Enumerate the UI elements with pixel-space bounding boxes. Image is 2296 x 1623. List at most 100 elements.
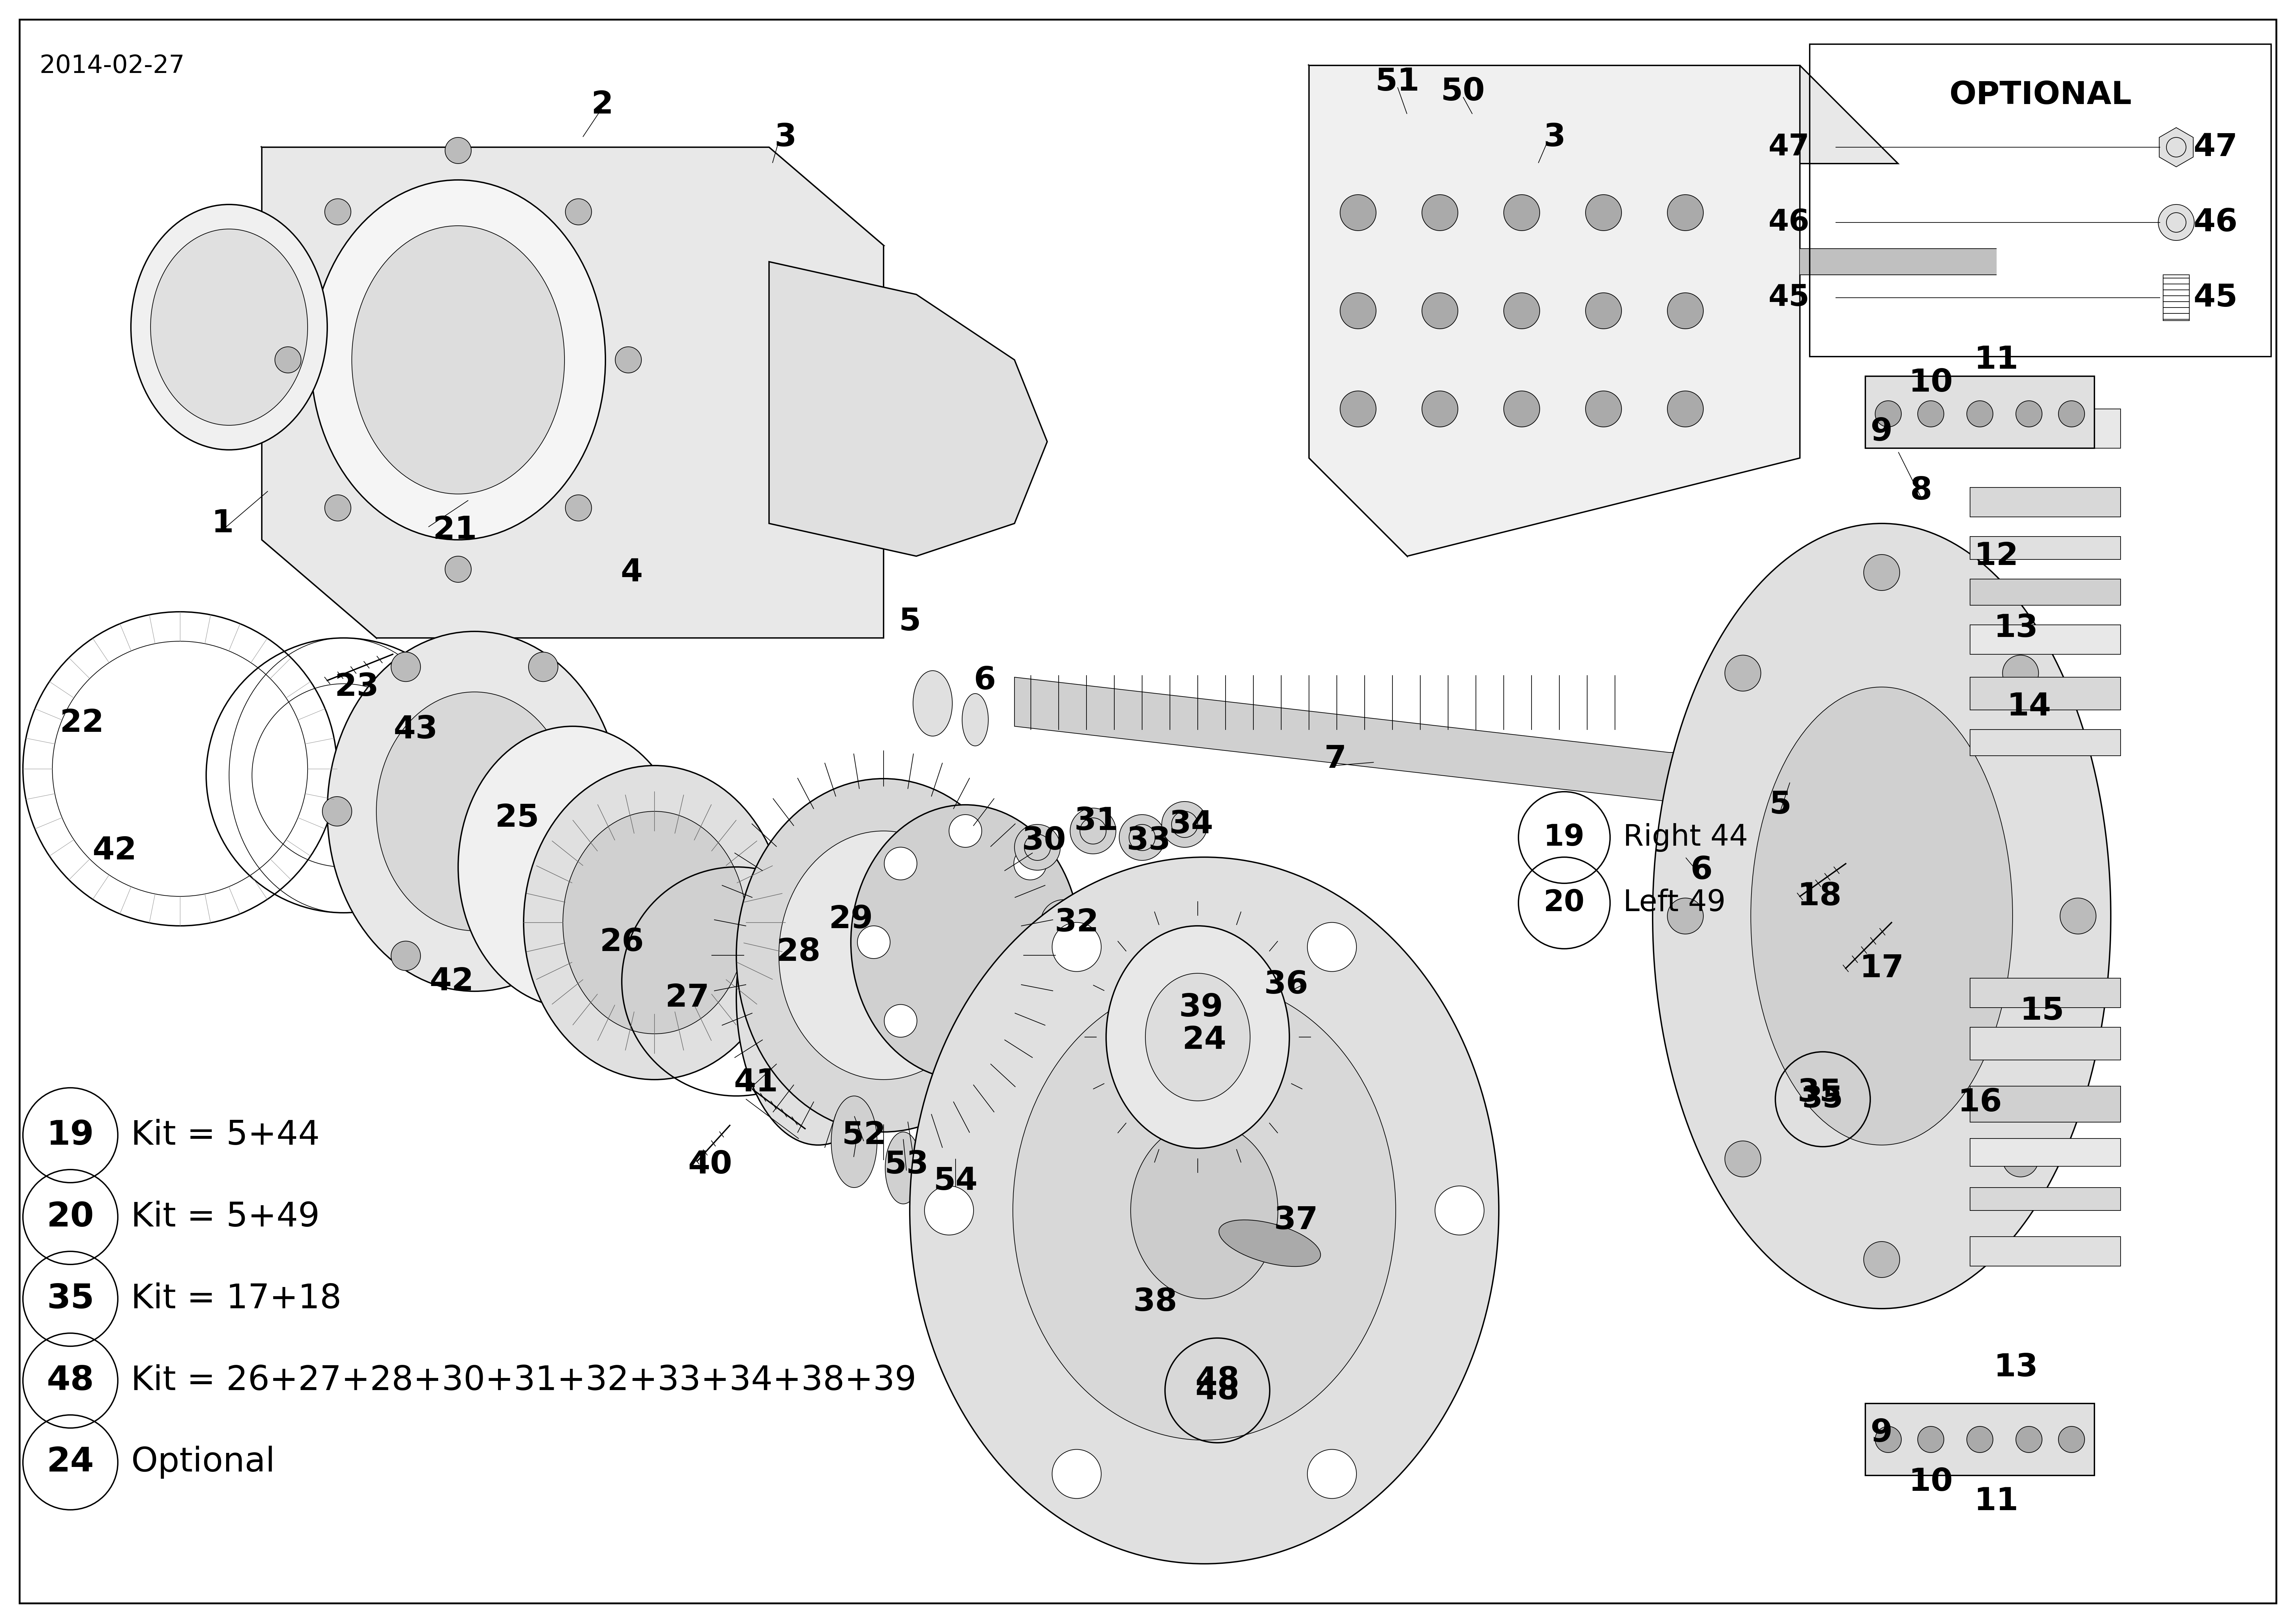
Text: 46: 46 xyxy=(2193,208,2239,237)
Text: 38: 38 xyxy=(1134,1287,1178,1318)
Bar xyxy=(1970,487,2122,516)
Text: 20: 20 xyxy=(46,1201,94,1233)
Ellipse shape xyxy=(852,805,1079,1079)
Text: 42: 42 xyxy=(429,966,473,997)
Text: 19: 19 xyxy=(46,1118,94,1152)
Polygon shape xyxy=(262,148,884,245)
Circle shape xyxy=(1341,391,1375,427)
Circle shape xyxy=(1015,1005,1047,1037)
Ellipse shape xyxy=(523,766,785,1079)
Text: 42: 42 xyxy=(92,836,138,865)
Bar xyxy=(1970,677,2122,709)
Text: Kit = 5+49: Kit = 5+49 xyxy=(131,1201,319,1233)
Polygon shape xyxy=(262,148,884,638)
Ellipse shape xyxy=(131,204,328,450)
Circle shape xyxy=(1504,195,1541,230)
Text: 39: 39 xyxy=(1178,992,1224,1022)
Text: 24: 24 xyxy=(1182,1026,1226,1055)
Circle shape xyxy=(1118,815,1164,860)
Circle shape xyxy=(925,1186,974,1235)
Ellipse shape xyxy=(737,850,900,1146)
Text: 14: 14 xyxy=(2007,691,2050,722)
Text: 11: 11 xyxy=(1975,344,2018,375)
Circle shape xyxy=(2158,204,2195,240)
Text: 45: 45 xyxy=(2193,282,2239,313)
Text: 7: 7 xyxy=(1325,743,1345,774)
Text: 36: 36 xyxy=(1265,969,1309,1000)
Circle shape xyxy=(2060,1427,2085,1453)
Text: 19: 19 xyxy=(1543,823,1584,852)
Circle shape xyxy=(884,1005,916,1037)
Text: 50: 50 xyxy=(1440,76,1486,107)
Circle shape xyxy=(565,198,592,226)
Circle shape xyxy=(1724,656,1761,691)
Circle shape xyxy=(445,138,471,164)
Text: 46: 46 xyxy=(1768,208,1809,237)
Text: 2014-02-27: 2014-02-27 xyxy=(39,54,184,78)
Text: 40: 40 xyxy=(689,1149,732,1180)
Text: 3: 3 xyxy=(1543,122,1566,153)
Ellipse shape xyxy=(1107,925,1290,1149)
Text: 15: 15 xyxy=(2020,995,2064,1026)
Circle shape xyxy=(948,1037,983,1070)
Text: 45: 45 xyxy=(1768,284,1809,312)
Text: 10: 10 xyxy=(1908,367,1954,398)
Text: 25: 25 xyxy=(496,803,540,833)
Circle shape xyxy=(276,347,301,373)
Circle shape xyxy=(1015,824,1061,870)
Circle shape xyxy=(1968,401,1993,427)
Text: Kit = 17+18: Kit = 17+18 xyxy=(131,1282,342,1315)
Circle shape xyxy=(1876,401,1901,427)
Text: 24: 24 xyxy=(46,1446,94,1479)
Text: 47: 47 xyxy=(2193,131,2239,162)
Circle shape xyxy=(565,495,592,521)
Text: 23: 23 xyxy=(335,672,379,703)
Ellipse shape xyxy=(152,229,308,425)
Ellipse shape xyxy=(1130,1121,1279,1298)
Text: 48: 48 xyxy=(46,1363,94,1397)
Circle shape xyxy=(528,652,558,682)
Ellipse shape xyxy=(1146,974,1249,1100)
Circle shape xyxy=(324,495,351,521)
Text: Kit = 5+44: Kit = 5+44 xyxy=(131,1118,319,1152)
Bar xyxy=(1809,44,2271,357)
Text: 17: 17 xyxy=(1860,953,1903,984)
Text: 4: 4 xyxy=(620,557,643,588)
Text: 31: 31 xyxy=(1075,807,1118,836)
Circle shape xyxy=(1587,195,1621,230)
Circle shape xyxy=(1504,292,1541,329)
Ellipse shape xyxy=(737,779,1031,1131)
Text: 9: 9 xyxy=(1871,1419,1892,1448)
Circle shape xyxy=(445,557,471,583)
Text: 37: 37 xyxy=(1274,1204,1318,1235)
Circle shape xyxy=(1876,1427,1901,1453)
Text: 9: 9 xyxy=(1871,417,1892,446)
Bar xyxy=(1970,625,2122,654)
Text: 48: 48 xyxy=(1196,1375,1240,1406)
Ellipse shape xyxy=(459,725,687,1008)
Bar xyxy=(1970,979,2122,1008)
Ellipse shape xyxy=(310,180,606,540)
Text: 22: 22 xyxy=(60,708,103,738)
Polygon shape xyxy=(1015,677,1800,802)
Circle shape xyxy=(1421,391,1458,427)
Text: 30: 30 xyxy=(1022,826,1065,855)
Text: 2: 2 xyxy=(590,89,613,120)
Circle shape xyxy=(597,797,627,826)
Text: OPTIONAL: OPTIONAL xyxy=(1949,80,2131,110)
Ellipse shape xyxy=(377,691,572,930)
Bar xyxy=(1970,1027,2122,1060)
Ellipse shape xyxy=(909,857,1499,1565)
Circle shape xyxy=(1306,922,1357,972)
Ellipse shape xyxy=(914,670,953,737)
Text: 47: 47 xyxy=(1768,133,1809,162)
Circle shape xyxy=(1587,391,1621,427)
Circle shape xyxy=(615,347,641,373)
Circle shape xyxy=(1435,1186,1483,1235)
Circle shape xyxy=(1015,847,1047,880)
Text: 6: 6 xyxy=(1690,855,1713,886)
Circle shape xyxy=(1162,802,1208,847)
Circle shape xyxy=(2060,401,2085,427)
Text: Left 49: Left 49 xyxy=(1623,888,1727,917)
Ellipse shape xyxy=(778,831,987,1079)
